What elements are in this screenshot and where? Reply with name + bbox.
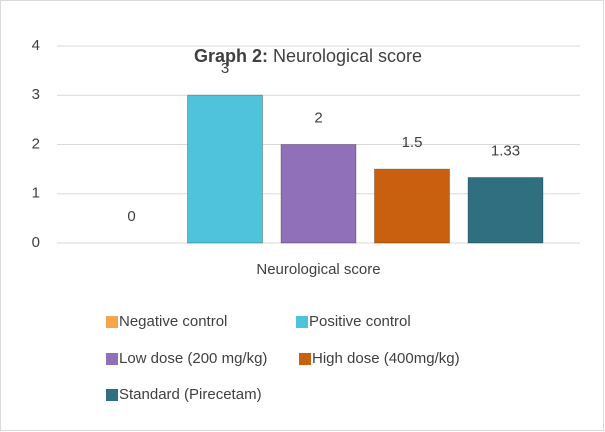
legend-swatch — [106, 353, 118, 365]
legend-label: Positive control — [309, 313, 411, 330]
legend-label: Standard (Pirecetam) — [119, 386, 262, 403]
y-tick-label: 2 — [32, 135, 40, 152]
data-label: 1.5 — [402, 134, 423, 151]
legend-swatch — [296, 316, 308, 328]
x-tick-label: Neurological score — [256, 261, 380, 278]
legend-swatch — [106, 316, 118, 328]
bar — [187, 94, 263, 244]
bar — [280, 144, 357, 244]
legend-swatch — [299, 353, 311, 365]
legend-label: Negative control — [119, 313, 227, 330]
data-label: 3 — [221, 60, 229, 77]
bar — [467, 176, 544, 244]
title-text: Neurological score — [273, 46, 422, 66]
title-prefix: Graph 2: — [194, 46, 268, 66]
legend-label: Low dose (200 mg/kg) — [119, 350, 267, 367]
chart-title: Graph 2: Neurological score — [194, 46, 422, 66]
data-label: 2 — [314, 109, 322, 126]
data-label: 0 — [127, 208, 135, 225]
legend-label: High dose (400mg/kg) — [312, 350, 460, 367]
data-label: 1.33 — [491, 142, 520, 159]
y-tick-label: 4 — [32, 37, 40, 54]
legend-swatch — [106, 389, 118, 401]
y-tick-label: 0 — [32, 234, 40, 251]
bar — [374, 168, 450, 244]
y-tick-label: 1 — [32, 185, 40, 202]
y-tick-label: 3 — [32, 86, 40, 103]
